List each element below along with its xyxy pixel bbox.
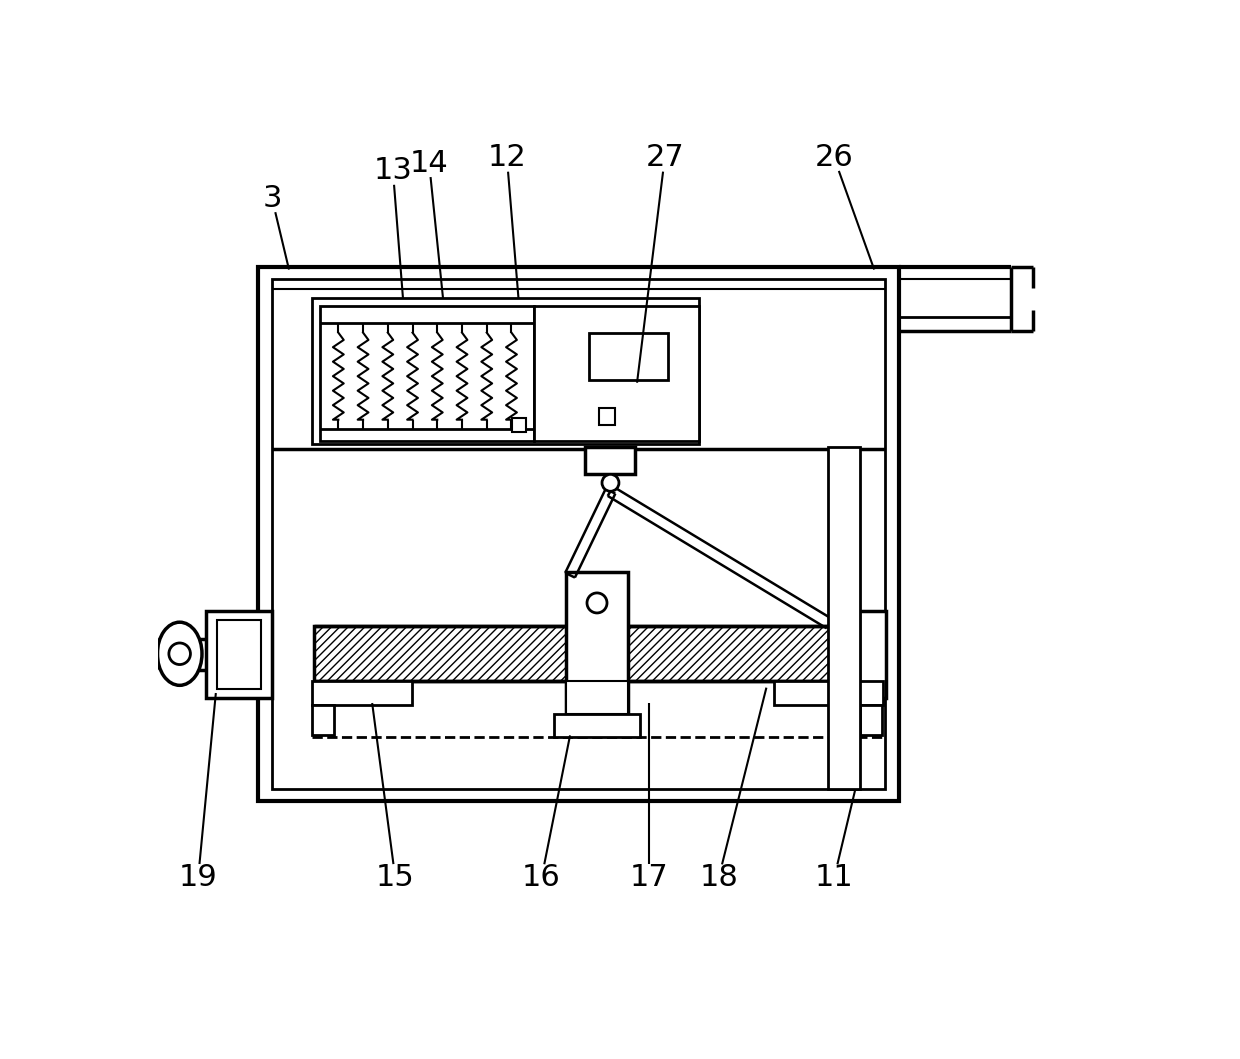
Bar — [859, 611, 885, 699]
Text: 18: 18 — [699, 863, 738, 893]
Ellipse shape — [157, 623, 202, 685]
Bar — [554, 714, 640, 737]
Text: 26: 26 — [815, 143, 853, 173]
Bar — [534, 306, 699, 442]
Bar — [312, 298, 699, 445]
Bar — [567, 572, 627, 735]
Text: 27: 27 — [645, 143, 684, 173]
Circle shape — [169, 643, 191, 665]
Text: 14: 14 — [409, 148, 449, 178]
Bar — [589, 334, 668, 379]
Text: 16: 16 — [522, 863, 560, 893]
Circle shape — [601, 474, 619, 491]
Bar — [512, 418, 526, 432]
Bar — [206, 611, 272, 699]
Circle shape — [587, 593, 608, 613]
Bar — [312, 682, 412, 704]
Bar — [320, 306, 534, 442]
Text: 12: 12 — [487, 143, 526, 173]
Bar — [217, 620, 260, 689]
Bar — [585, 447, 635, 473]
Text: 15: 15 — [376, 863, 414, 893]
Bar — [599, 408, 615, 425]
Text: 11: 11 — [815, 863, 853, 893]
Bar — [774, 682, 883, 704]
Bar — [272, 279, 885, 789]
Text: 17: 17 — [630, 863, 668, 893]
Bar — [828, 447, 861, 789]
Bar — [567, 682, 627, 714]
Bar — [312, 704, 334, 735]
Text: 19: 19 — [179, 863, 217, 893]
Bar — [861, 704, 882, 735]
Text: 3: 3 — [263, 184, 281, 213]
Bar — [258, 267, 899, 801]
Text: 13: 13 — [373, 157, 413, 185]
Bar — [314, 626, 883, 682]
